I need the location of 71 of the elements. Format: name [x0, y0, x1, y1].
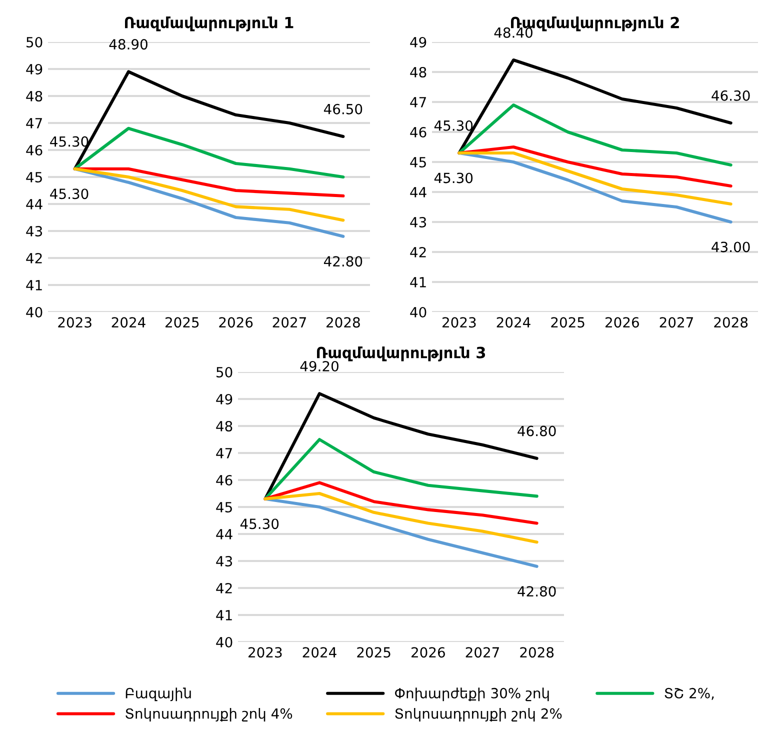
legend-label: ՏՇ 2%, — [664, 688, 714, 700]
x-tick-label: 2023 — [248, 647, 282, 658]
x-tick-label: 2026 — [219, 317, 253, 328]
annotation: 46.50 — [324, 104, 362, 114]
y-tick-label: 49 — [410, 36, 426, 48]
x-tick-label: 2025 — [551, 317, 584, 328]
annotation: 45.30 — [50, 136, 88, 147]
annotation: 49.20 — [300, 360, 338, 372]
y-tick-label: 44 — [410, 187, 426, 198]
y-tick-label: 48 — [216, 420, 232, 432]
x-tick-label: 2024 — [302, 647, 336, 658]
y-tick-label: 43 — [26, 226, 42, 236]
y-tick-label: 41 — [410, 277, 426, 288]
annotation: 45.30 — [50, 188, 88, 200]
legend-label: Փոխարժեքի 30% շոկ — [395, 688, 549, 702]
x-tick-label: 2026 — [606, 317, 639, 328]
annotation: 48.90 — [109, 39, 148, 50]
x-tick-label: 2027 — [660, 317, 693, 328]
y-tick-label: 42 — [216, 582, 232, 594]
x-tick-label: 2023 — [442, 317, 476, 328]
y-tick-label: 45 — [410, 157, 426, 168]
y-tick-label: 46 — [216, 474, 232, 486]
y-tick-label: 40 — [26, 306, 42, 318]
y-tick-label: 47 — [410, 97, 426, 108]
annotation: 42.80 — [324, 256, 362, 267]
x-tick-label: 2028 — [326, 317, 360, 328]
y-tick-label: 44 — [216, 529, 232, 540]
x-tick-label: 2027 — [272, 317, 306, 328]
legend-label: Տոկոսադրույքի շոկ 4% — [126, 708, 292, 722]
y-tick-label: 49 — [26, 64, 42, 74]
x-tick-label: 2024 — [496, 317, 530, 328]
y-tick-label: 49 — [216, 394, 232, 404]
y-tick-label: 42 — [26, 252, 42, 264]
y-tick-label: 50 — [26, 36, 42, 48]
y-tick-label: 48 — [410, 66, 426, 78]
y-tick-label: 47 — [26, 118, 42, 128]
chart-title: Ռազմավարություն 1 — [125, 16, 294, 32]
chart-title: Ռազմավարություն 3 — [317, 346, 486, 362]
x-tick-label: 2025 — [166, 317, 199, 328]
x-tick-label: 2024 — [112, 317, 146, 328]
x-tick-label: 2028 — [714, 317, 748, 328]
annotation: 43.00 — [712, 242, 750, 252]
y-tick-label: 45 — [26, 172, 42, 182]
y-tick-label: 50 — [216, 366, 232, 378]
y-tick-label: 45 — [216, 502, 232, 512]
annotation: 45.30 — [240, 518, 279, 530]
y-tick-label: 44 — [26, 199, 42, 210]
x-tick-label: 2026 — [412, 647, 445, 658]
y-tick-label: 46 — [410, 126, 426, 138]
y-tick-label: 47 — [216, 448, 232, 458]
x-tick-label: 2027 — [466, 647, 499, 658]
x-tick-label: 2025 — [357, 647, 390, 658]
y-tick-label: 41 — [216, 610, 232, 620]
legend-label: Տոկոսադրույքի շոկ 2% — [395, 708, 562, 722]
annotation: 45.30 — [434, 172, 473, 184]
legend-label: Բազային — [126, 688, 191, 702]
y-tick-label: 46 — [26, 144, 42, 156]
y-tick-label: 43 — [216, 556, 232, 566]
annotation: 46.30 — [712, 90, 750, 101]
y-tick-label: 43 — [410, 216, 426, 228]
annotation: 42.80 — [518, 586, 556, 597]
x-tick-label: 2023 — [58, 317, 92, 328]
x-tick-label: 2028 — [520, 647, 554, 658]
y-tick-label: 40 — [216, 636, 232, 648]
annotation: 46.80 — [518, 426, 556, 436]
annotation: 45.30 — [434, 120, 473, 131]
y-tick-label: 40 — [410, 306, 426, 318]
y-tick-label: 41 — [26, 280, 42, 290]
y-tick-label: 42 — [410, 246, 426, 258]
y-tick-label: 48 — [26, 90, 42, 102]
line-series — [264, 438, 538, 500]
